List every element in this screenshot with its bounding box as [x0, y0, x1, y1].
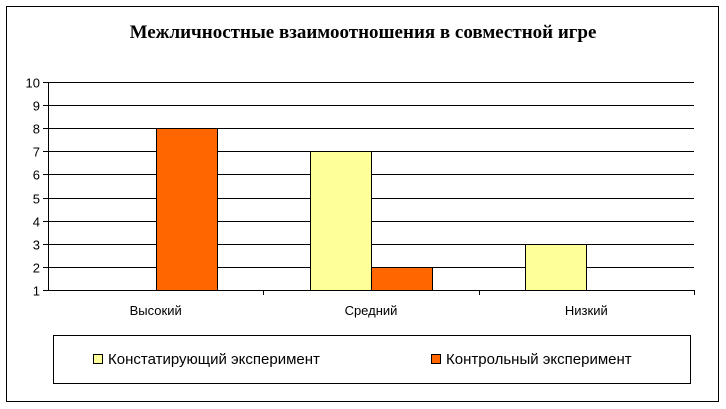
y-tick-label: 6	[33, 168, 40, 183]
legend-label: Контрольный эксперимент	[446, 351, 632, 368]
y-tick-label: 4	[33, 215, 40, 230]
bar-control-2	[371, 267, 433, 291]
axes	[43, 82, 695, 295]
y-tick-label: 8	[33, 122, 40, 137]
y-tick-label: 2	[33, 261, 40, 276]
bar-constat-2	[310, 151, 372, 291]
bar-constat-3	[525, 244, 587, 291]
y-tick-labels: 1 2 3 4 5 6 7 8 9 10	[26, 76, 40, 299]
y-tick-label: 3	[33, 238, 40, 253]
legend-swatch	[93, 354, 103, 364]
legend-box	[53, 335, 691, 384]
y-tick-label: 9	[33, 99, 40, 114]
x-category-label: Средний	[345, 303, 398, 318]
y-tick-label: 1	[33, 284, 40, 299]
legend-label: Констатирующий эксперимент	[108, 351, 320, 368]
x-category-label: Низкий	[565, 303, 608, 318]
y-tick-label: 5	[33, 192, 40, 207]
x-category-labels: Высокий Средний Низкий	[130, 303, 608, 318]
bar-control-1	[156, 128, 218, 291]
y-tick-label: 10	[26, 76, 40, 91]
chart-title: Межличностные взаимоотношения в совместн…	[130, 22, 597, 43]
x-category-label: Высокий	[130, 303, 182, 318]
legend-swatch	[431, 354, 441, 364]
legend: Констатирующий эксперимент Контрольный эк…	[93, 351, 632, 368]
y-tick-label: 7	[33, 145, 40, 160]
